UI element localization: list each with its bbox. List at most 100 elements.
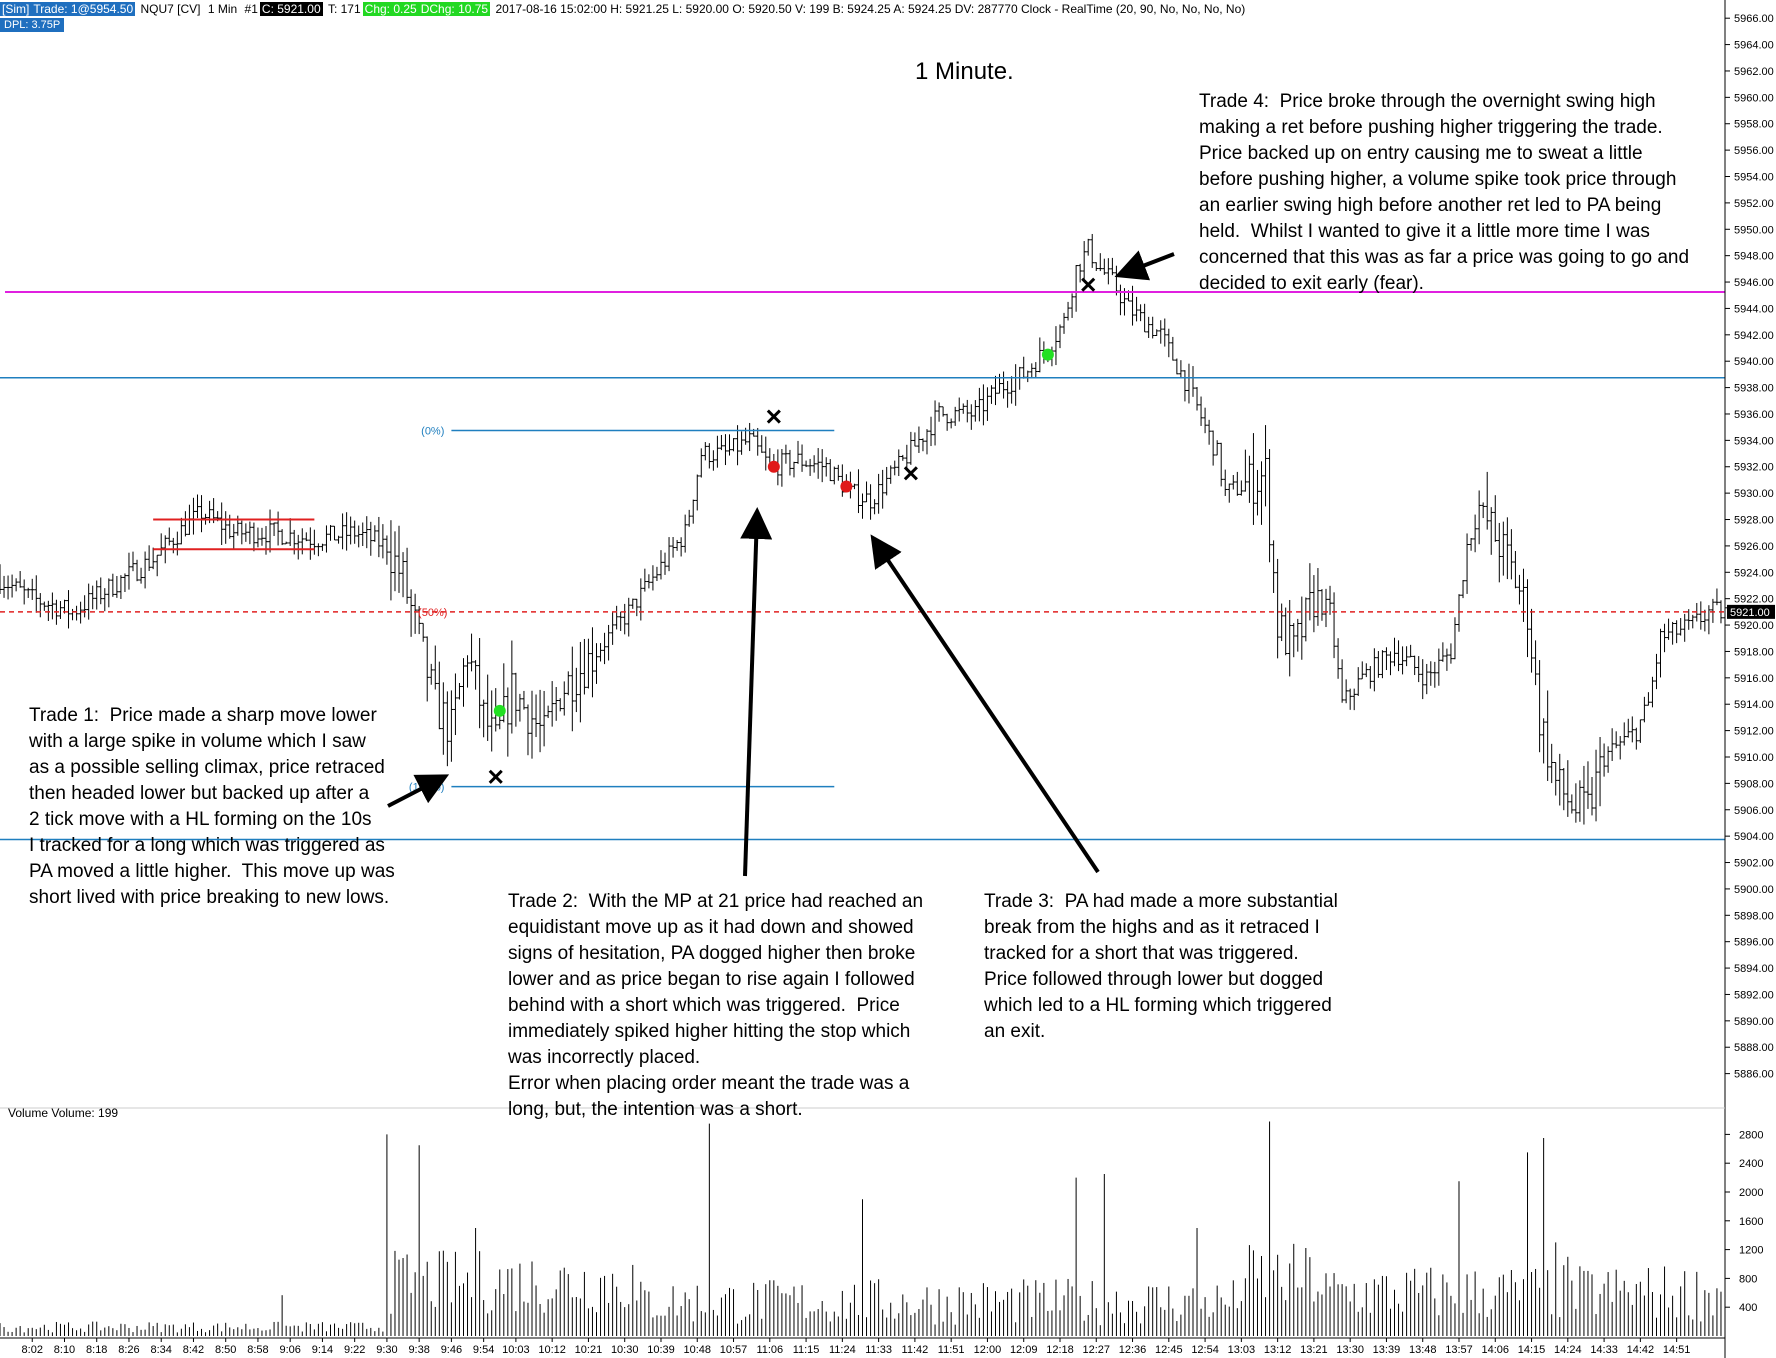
- price-tick-label: 5966.00: [1734, 13, 1774, 25]
- price-bar: [993, 375, 998, 406]
- price-bar: [755, 427, 760, 456]
- price-tick-label: 5956.00: [1734, 145, 1774, 157]
- price-bar: [1424, 663, 1429, 695]
- price-bar: [1626, 718, 1631, 738]
- price-bar: [598, 643, 603, 662]
- time-tick-label: 12:54: [1191, 1344, 1219, 1356]
- price-bar: [1420, 659, 1425, 700]
- price-bar: [1215, 440, 1220, 456]
- price-bar: [1283, 607, 1288, 656]
- price-bar: [292, 529, 297, 555]
- exit-x-marker: [903, 466, 918, 481]
- price-bar: [151, 547, 156, 570]
- price-bar: [711, 450, 716, 471]
- price-bar: [1481, 502, 1486, 519]
- price-tick-label: 5954.00: [1734, 172, 1774, 184]
- price-bar: [1166, 328, 1171, 358]
- price-bar: [1356, 667, 1361, 696]
- price-bar: [1271, 540, 1276, 594]
- exit-x-marker: [1081, 277, 1096, 292]
- price-bar: [1473, 514, 1478, 553]
- price-bar: [1057, 324, 1062, 349]
- price-bar: [1372, 648, 1377, 692]
- exit-x-stroke: [488, 769, 503, 784]
- price-bar: [695, 474, 700, 511]
- price-bar: [1227, 483, 1232, 503]
- price-tick-label: 5940.00: [1734, 356, 1774, 368]
- time-tick-label: 12:00: [974, 1344, 1002, 1356]
- price-bar: [328, 525, 333, 541]
- price-bar: [175, 531, 180, 556]
- price-bar: [1195, 387, 1200, 411]
- time-tick-label: 10:39: [647, 1344, 675, 1356]
- price-bar: [1509, 529, 1514, 580]
- price-tick-label: 5928.00: [1734, 515, 1774, 527]
- price-bar: [586, 638, 591, 689]
- price-bar: [779, 448, 784, 487]
- time-tick-label: 14:15: [1518, 1344, 1546, 1356]
- price-bar: [505, 687, 510, 757]
- price-bar: [1243, 449, 1248, 492]
- price-bar: [856, 469, 861, 514]
- time-tick-label: 13:30: [1336, 1344, 1364, 1356]
- ticks-value: T: 171: [327, 2, 361, 16]
- price-bar: [135, 559, 140, 582]
- price-bar: [259, 527, 264, 546]
- price-bar: [622, 603, 627, 635]
- price-bar: [985, 387, 990, 421]
- price-bar: [683, 514, 688, 553]
- price-bar: [1231, 475, 1236, 490]
- price-bar: [227, 514, 232, 539]
- price-bar: [1182, 370, 1187, 402]
- price-tick-label: 5890.00: [1734, 1016, 1774, 1028]
- price-bar: [1029, 363, 1034, 379]
- change-value: Chg: 0.25: [362, 2, 419, 16]
- time-tick-label: 11:24: [829, 1344, 856, 1356]
- price-bar: [1279, 603, 1284, 642]
- price-bar: [1211, 430, 1216, 466]
- price-tick-label: 5964.00: [1734, 40, 1774, 52]
- price-bar: [1436, 648, 1441, 686]
- price-bar: [1033, 362, 1038, 379]
- price-bar: [1001, 371, 1006, 399]
- price-bar: [1561, 767, 1566, 811]
- price-tick-label: 5902.00: [1734, 858, 1774, 870]
- price-bar: [654, 566, 659, 582]
- fib-zero-label: (0%): [421, 425, 444, 437]
- price-bar: [945, 413, 950, 431]
- price-tick-label: 5942.00: [1734, 330, 1774, 342]
- price-bar: [1477, 490, 1482, 545]
- price-bar: [304, 532, 309, 542]
- price-bar: [324, 525, 329, 553]
- price-bar: [650, 565, 655, 591]
- price-bar: [525, 704, 530, 756]
- price-bar: [929, 416, 934, 447]
- price-bar: [1456, 594, 1461, 632]
- price-bar: [1585, 761, 1590, 809]
- price-bar: [828, 459, 833, 482]
- price-bar: [924, 429, 929, 455]
- price-bar: [1541, 718, 1546, 764]
- price-bar: [1223, 469, 1228, 496]
- price-bar: [139, 567, 144, 584]
- price-bar: [251, 522, 256, 552]
- price-bar: [558, 698, 563, 712]
- price-bar: [578, 641, 583, 723]
- price-bar: [723, 434, 728, 466]
- exit-x-marker: [766, 409, 781, 424]
- price-bar: [719, 434, 724, 451]
- price-bar: [1174, 358, 1179, 375]
- exit-x-stroke: [766, 409, 781, 424]
- price-bar: [1630, 716, 1635, 743]
- price-bar: [638, 578, 643, 621]
- price-bar: [892, 460, 897, 476]
- time-tick-label: 14:33: [1590, 1344, 1618, 1356]
- price-bar: [1259, 461, 1264, 525]
- price-bar: [658, 550, 663, 580]
- price-bar: [469, 633, 474, 672]
- price-bar: [872, 499, 877, 515]
- price-bar: [949, 418, 954, 429]
- price-bar: [449, 690, 454, 762]
- price-bar: [538, 689, 543, 753]
